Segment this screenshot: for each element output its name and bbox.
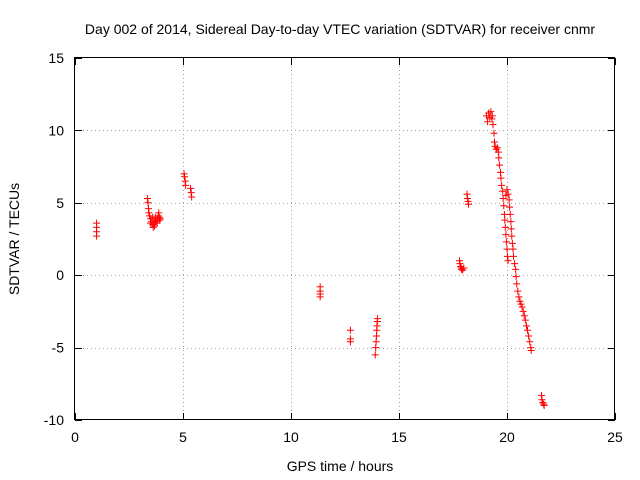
x-axis-label: GPS time / hours [287, 458, 394, 474]
data-point [511, 260, 519, 268]
data-point [522, 322, 530, 330]
data-point [497, 174, 505, 182]
data-point [502, 231, 510, 239]
y-tick-label: 0 [56, 267, 64, 283]
data-point [499, 187, 507, 195]
data-point [145, 209, 153, 217]
chart-title: Day 002 of 2014, Sidereal Day-to-day VTE… [85, 21, 595, 37]
data-point [509, 245, 517, 253]
data-point [493, 144, 501, 152]
data-point [146, 212, 154, 220]
data-point [506, 203, 514, 211]
data-point [519, 307, 527, 315]
data-point [527, 346, 535, 354]
data-point [487, 108, 495, 116]
data-point [495, 154, 503, 162]
data-point [495, 161, 503, 169]
data-point [514, 287, 522, 295]
x-tick-label: 15 [391, 429, 407, 445]
grid [75, 58, 615, 420]
data-point [512, 265, 520, 273]
data-point [512, 273, 520, 281]
data-point [540, 402, 548, 410]
data-point [504, 190, 512, 198]
plot-frame [74, 57, 615, 420]
data-point [371, 351, 379, 359]
data-point [507, 218, 515, 226]
data-point [525, 332, 533, 340]
data-point [316, 293, 324, 301]
data-point [460, 264, 468, 272]
y-tick-label: 15 [48, 50, 64, 66]
data-point [150, 222, 158, 230]
tick-labels: 0 5 10 15 20 25 -10 -5 0 5 10 15 [44, 50, 623, 445]
data-point [143, 194, 151, 202]
data-point [346, 326, 354, 334]
data-point [489, 121, 497, 129]
data-point [539, 399, 547, 407]
data-point [187, 184, 195, 192]
x-tick-label: 25 [607, 429, 623, 445]
data-point [521, 316, 529, 324]
data-point [501, 216, 509, 224]
data-point [504, 257, 512, 265]
data-point [156, 215, 164, 223]
data-point [490, 138, 498, 146]
data-point [503, 252, 511, 260]
data-point [149, 223, 157, 231]
data-point [520, 312, 528, 320]
data-point [147, 219, 155, 227]
y-tick-label: 5 [56, 195, 64, 211]
data-point [93, 232, 101, 240]
y-tick-label: -5 [52, 340, 65, 356]
data-point [509, 252, 517, 260]
data-point [149, 213, 157, 221]
data-point [518, 303, 526, 311]
data-point [181, 173, 189, 181]
data-point [484, 118, 492, 126]
data-point [517, 300, 525, 308]
data-point [507, 225, 515, 233]
data-point [503, 186, 511, 194]
data-point [500, 202, 508, 210]
data-point [457, 263, 465, 271]
data-point [456, 260, 464, 268]
y-axis-label: SDTVAR / TECUs [6, 183, 22, 295]
data-point [156, 216, 164, 224]
y-tick-label: 10 [48, 122, 64, 138]
data-point [508, 239, 516, 247]
data-point [501, 223, 509, 231]
y-tick-label: -10 [44, 412, 64, 428]
data-point [346, 338, 354, 346]
data-point [503, 245, 511, 253]
data-point [526, 338, 534, 346]
data-point [524, 326, 532, 334]
data-point [490, 129, 498, 137]
data-point [538, 396, 546, 404]
x-tick-label: 0 [71, 429, 79, 445]
data-point [463, 194, 471, 202]
data-point [182, 181, 190, 189]
x-tick-label: 20 [499, 429, 515, 445]
data-point [373, 315, 381, 323]
x-tick-label: 5 [179, 429, 187, 445]
data-point [188, 193, 196, 201]
data-point [508, 232, 516, 240]
data-point [516, 297, 524, 305]
data-point [498, 181, 506, 189]
data-point [515, 293, 523, 301]
data-point [502, 238, 510, 246]
data-point [465, 200, 473, 208]
data-point [513, 280, 521, 288]
data-point [506, 210, 514, 218]
data-point [152, 218, 160, 226]
axis-ticks [75, 58, 616, 421]
data-points [93, 108, 548, 410]
data-point [505, 196, 513, 204]
data-point [488, 112, 496, 120]
x-tick-label: 10 [283, 429, 299, 445]
